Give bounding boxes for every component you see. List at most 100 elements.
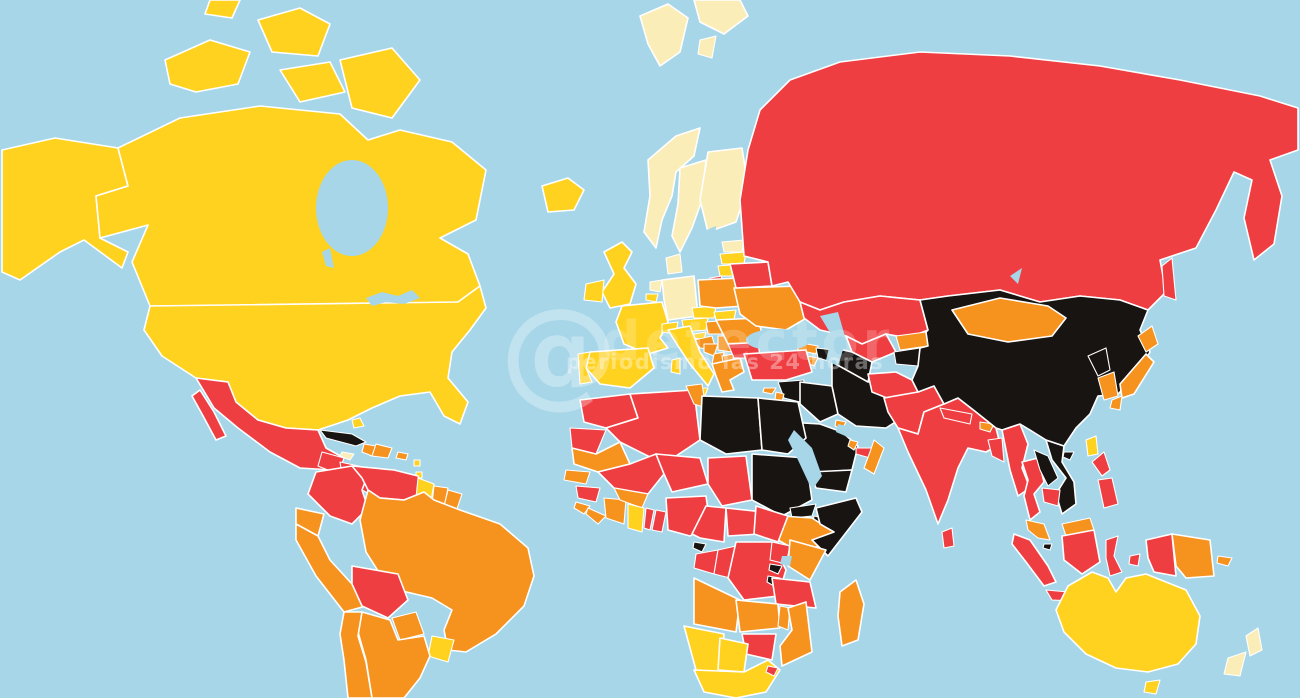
country-oman (863, 439, 885, 475)
country-vietnam (1045, 439, 1077, 515)
country-libya (699, 395, 763, 455)
country-japan-hokkaido (1137, 325, 1159, 353)
country-ireland (583, 279, 605, 303)
country-italy (667, 325, 715, 387)
country-mexico-baja (191, 389, 227, 441)
europe (541, 0, 811, 405)
red-sea (788, 430, 822, 490)
country-indonesia-west-papua (1145, 533, 1177, 577)
lakes-and-seas (316, 160, 1022, 566)
country-cambodia (1041, 487, 1061, 507)
lake-winnipeg (322, 248, 334, 268)
hudson-bay (316, 160, 388, 256)
country-zambia (735, 599, 781, 633)
country-turkey (743, 349, 813, 381)
country-canada-arctic-2 (257, 7, 331, 57)
asia (739, 51, 1299, 609)
country-netherlands (649, 279, 663, 293)
country-canada-arctic-3 (204, 0, 241, 19)
country-chad (707, 455, 753, 507)
country-cuba (319, 429, 367, 447)
country-papua-new-guinea (1171, 533, 1215, 579)
lake-victoria (780, 556, 792, 566)
country-philippines-luzon (1091, 451, 1111, 477)
country-france (615, 301, 669, 355)
country-qatar (847, 439, 859, 451)
country-new-zealand-north (1245, 627, 1263, 657)
country-guinea (575, 485, 601, 503)
lake-baikal (1010, 268, 1022, 284)
country-bolivia (351, 565, 409, 619)
great-lakes (366, 290, 420, 306)
country-indonesia-sulawesi (1105, 535, 1123, 577)
country-eswatini (765, 665, 779, 677)
country-new-zealand-south (1223, 651, 1247, 677)
country-south-sudan (753, 505, 789, 543)
country-jamaica (339, 451, 355, 461)
country-norway (643, 127, 701, 249)
country-australia-tasmania (1143, 679, 1161, 695)
country-papua-new-guinea-islands (1216, 555, 1233, 567)
country-malawi (777, 605, 791, 631)
country-japan-kyushu (1109, 395, 1123, 411)
country-niger (655, 453, 709, 493)
country-belarus (729, 261, 773, 289)
africa (563, 383, 865, 698)
country-russia-sakhalin (1161, 257, 1177, 301)
persian-gulf (836, 424, 856, 438)
caspian-sea (820, 312, 846, 366)
country-madagascar (837, 579, 865, 647)
country-south-africa (693, 659, 781, 698)
country-iraq (799, 381, 839, 423)
country-greece (711, 357, 745, 393)
country-svalbard-3 (697, 35, 717, 59)
country-botswana (717, 637, 749, 673)
country-iceland (541, 177, 585, 213)
country-bahamas (351, 417, 365, 429)
country-malaysia (1025, 519, 1051, 541)
country-eritrea (789, 503, 817, 519)
country-bangladesh (987, 437, 1005, 463)
country-canada-arctic-1 (164, 39, 251, 93)
country-liberia (585, 507, 607, 525)
country-senegal (563, 469, 591, 485)
black-sea (746, 329, 810, 351)
south-america (295, 465, 535, 698)
country-canada-baffin (339, 47, 421, 119)
country-denmark (665, 253, 683, 275)
country-estonia (721, 239, 745, 253)
oceania (1055, 571, 1263, 695)
country-nepal (939, 407, 973, 425)
country-ivory-coast (603, 497, 627, 525)
country-puerto-rico (395, 451, 409, 461)
country-laos (1033, 449, 1059, 487)
country-north-korea (1087, 347, 1111, 377)
country-rwanda (768, 563, 783, 575)
country-sierra-leone (573, 501, 591, 515)
country-canada (95, 105, 487, 307)
country-mexico (195, 377, 345, 471)
country-cameroon (691, 505, 727, 543)
north-america (1, 0, 487, 517)
country-ghana (627, 503, 645, 533)
country-germany (661, 275, 699, 321)
country-china-hainan (1062, 451, 1075, 461)
country-australia (1055, 571, 1201, 673)
country-tanzania (771, 577, 817, 609)
country-finland (699, 147, 749, 233)
country-togo (643, 507, 655, 531)
country-latvia (719, 251, 747, 265)
country-svalbard-2 (693, 0, 749, 35)
country-paraguay (391, 611, 425, 641)
baltic-sea (698, 226, 716, 276)
country-indonesia-sumatra (1011, 533, 1057, 587)
country-singapore (1042, 543, 1053, 551)
country-philippines-south (1097, 477, 1119, 509)
country-sri-lanka (941, 527, 955, 549)
country-mozambique (779, 601, 813, 667)
country-portugal (577, 351, 593, 385)
country-canada-arctic-4 (279, 61, 346, 103)
country-equatorial-guinea (692, 541, 707, 553)
